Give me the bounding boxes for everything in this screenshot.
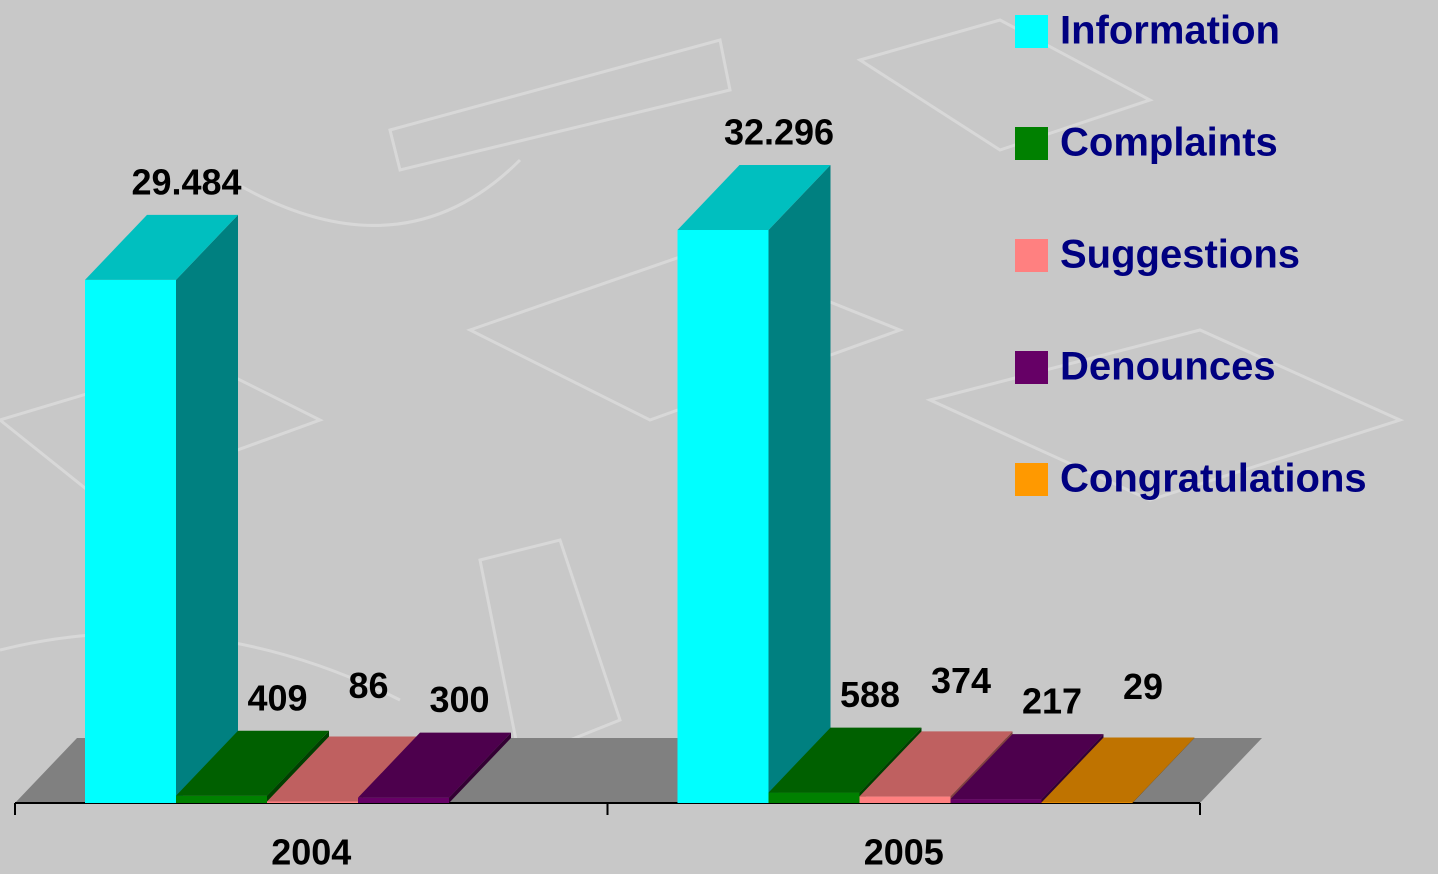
bar-top xyxy=(1041,737,1195,803)
data-label: 217 xyxy=(1022,681,1082,722)
bar-side xyxy=(768,165,831,803)
data-label: 409 xyxy=(247,677,307,718)
bar-top xyxy=(677,165,831,230)
data-label: 300 xyxy=(429,679,489,720)
bar-top xyxy=(176,730,329,796)
legend-label: Suggestions xyxy=(1060,233,1300,277)
x-tick-label: 2005 xyxy=(864,832,944,873)
bar-side xyxy=(267,730,329,803)
legend-label: Information xyxy=(1060,9,1280,53)
data-label: 29 xyxy=(1123,666,1163,707)
bar-front xyxy=(1041,802,1133,803)
bar-front xyxy=(176,795,267,803)
data-label: 29.484 xyxy=(131,161,241,202)
bar-front xyxy=(677,230,769,803)
bar-top xyxy=(267,736,420,802)
bar-front xyxy=(358,797,449,803)
bar-front xyxy=(859,796,951,803)
legend-swatch xyxy=(1015,351,1048,384)
legend-swatch xyxy=(1015,239,1048,272)
bar-side xyxy=(1041,734,1104,803)
bar-side xyxy=(176,214,238,804)
bar-side xyxy=(449,732,511,803)
legend-swatch xyxy=(1015,463,1048,496)
bar-top xyxy=(950,734,1104,800)
legend-swatch xyxy=(1015,15,1048,48)
bar-top xyxy=(358,732,511,798)
x-tick-label: 2004 xyxy=(271,832,351,873)
legend-label: Congratulations xyxy=(1060,457,1367,501)
bar-top xyxy=(768,727,922,793)
bar-front xyxy=(85,279,176,803)
legend-label: Complaints xyxy=(1060,121,1278,165)
bar-front xyxy=(267,801,358,803)
bar-front xyxy=(950,799,1042,803)
bar-top xyxy=(85,214,238,280)
bar-front xyxy=(768,792,860,803)
data-label: 374 xyxy=(931,660,991,701)
data-label: 86 xyxy=(348,665,388,706)
data-label: 588 xyxy=(840,674,900,715)
legend-label: Denounces xyxy=(1060,345,1276,389)
data-label: 32.296 xyxy=(724,112,834,153)
bar-top xyxy=(859,731,1013,797)
bar-side xyxy=(1132,737,1195,803)
legend-swatch xyxy=(1015,127,1048,160)
